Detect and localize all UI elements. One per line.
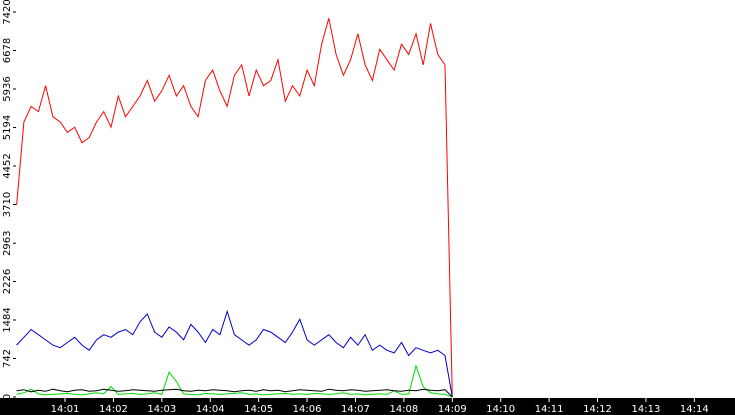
y-tick-label: 3710 (2, 192, 13, 217)
y-tick-label: 742 (2, 349, 13, 368)
y-tick-label: 5194 (2, 115, 13, 140)
x-tick-label: 14:05 (244, 404, 273, 415)
x-tick-label: 14:12 (583, 404, 612, 415)
y-tick-label: 7420 (2, 0, 13, 25)
x-tick-label: 14:14 (680, 404, 709, 415)
y-tick-label: 0 (2, 394, 13, 400)
x-tick-label: 14:01 (51, 404, 80, 415)
series-line (16, 18, 453, 398)
x-tick-label: 14:10 (486, 404, 515, 415)
x-tick-label: 14:06 (293, 404, 322, 415)
series-line (16, 388, 453, 398)
x-tick-label: 14:07 (341, 404, 370, 415)
x-tick-label: 14:08 (389, 404, 418, 415)
x-axis-bar (0, 398, 735, 415)
x-tick-label: 14:02 (99, 404, 128, 415)
y-tick-label: 2226 (2, 269, 13, 294)
x-tick-label: 14:13 (632, 404, 661, 415)
y-tick-label: 5936 (2, 76, 13, 101)
x-tick-label: 14:04 (196, 404, 225, 415)
series-line (16, 309, 453, 398)
y-tick-label: 2963 (2, 231, 13, 256)
y-tick-label: 1484 (2, 307, 13, 332)
series-line (16, 364, 453, 398)
x-tick-label: 14:09 (438, 404, 467, 415)
y-tick-label: 4452 (2, 153, 13, 178)
x-tick-label: 14:11 (535, 404, 564, 415)
y-tick-label: 6678 (2, 38, 13, 63)
x-tick-label: 14:03 (147, 404, 176, 415)
